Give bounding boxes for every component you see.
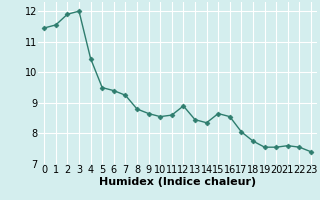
X-axis label: Humidex (Indice chaleur): Humidex (Indice chaleur) (99, 177, 256, 187)
